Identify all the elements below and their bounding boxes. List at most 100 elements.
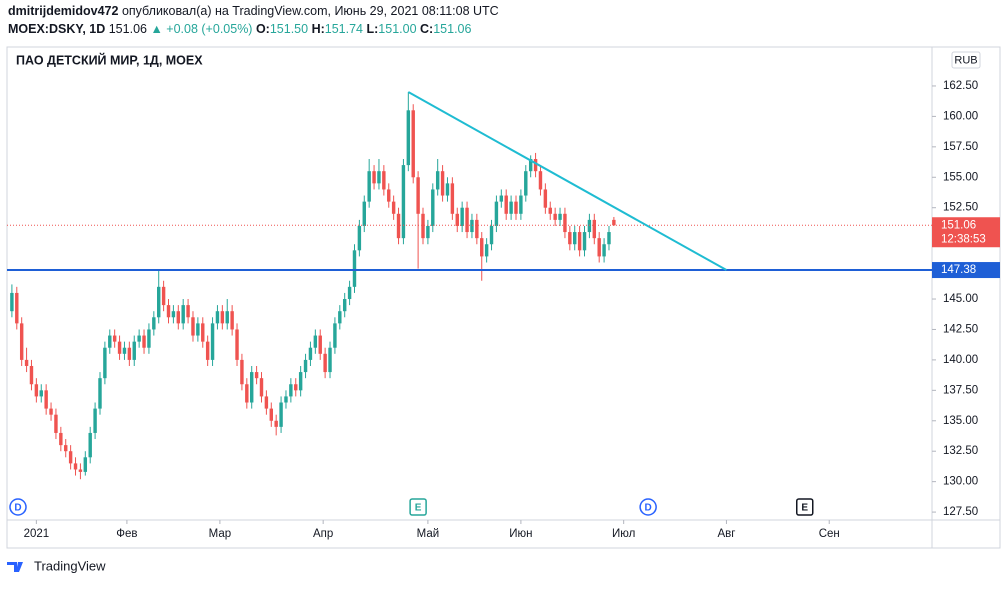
candle-body (152, 317, 156, 330)
x-tick-label: Апр (313, 528, 333, 540)
candle-body (122, 347, 127, 354)
event-label: D (645, 503, 652, 514)
candle-body (298, 372, 303, 391)
event-marker (409, 498, 427, 516)
y-tick-label: 160.00 (943, 110, 978, 122)
candle-body (563, 213, 567, 233)
candle-body (186, 305, 190, 318)
candle-body (352, 250, 357, 287)
candle-body (347, 286, 352, 300)
candle-body (44, 390, 48, 409)
event-marker (9, 498, 27, 516)
candle-body (484, 244, 489, 257)
candle-body (440, 171, 445, 196)
candle-body (196, 323, 200, 336)
currency-badge (951, 51, 981, 69)
candle-body (587, 219, 592, 233)
x-tick-label: Сен (819, 528, 840, 540)
candle-body (166, 305, 171, 318)
candle-body (382, 171, 386, 190)
y-tick-label: 127.50 (943, 506, 978, 518)
header-line-2: MOEX:DSKY, 1D 151.06 ▲ +0.08 (+0.05%) O:… (8, 22, 471, 36)
candle-body (39, 390, 43, 397)
last-price-box (932, 217, 1000, 248)
brand: TradingView (34, 558, 106, 573)
candle-body (372, 171, 376, 184)
candle-body (108, 335, 112, 348)
candle-body (284, 396, 288, 403)
candle-body (157, 286, 161, 318)
c-val: 151.06 (433, 22, 471, 36)
candle-body (112, 335, 117, 342)
candle-body (127, 347, 132, 360)
candle-body (489, 225, 494, 245)
y-tick-label: 155.00 (943, 171, 978, 183)
candle-body (377, 171, 381, 184)
candle-body (10, 292, 14, 312)
candle-body (533, 159, 538, 172)
event-label: D (14, 503, 21, 514)
candle-body (15, 292, 19, 324)
level-label: 147.38 (941, 264, 976, 276)
candle-body (54, 414, 58, 433)
candle-body (210, 323, 215, 360)
event-label: E (801, 503, 808, 514)
candle-body (558, 213, 562, 220)
candle-body (78, 469, 83, 472)
candle-body (313, 335, 318, 348)
candle-body (259, 378, 264, 397)
x-tick-label: Июл (612, 528, 635, 540)
candle-body (230, 311, 234, 330)
y-tick-label: 157.50 (943, 141, 978, 153)
candle-body (328, 347, 332, 373)
candle-body (176, 311, 181, 324)
candle-body (88, 432, 92, 458)
candle-body (147, 329, 151, 348)
candle-body (431, 189, 435, 226)
candle-body (612, 219, 616, 226)
candle-body (342, 299, 347, 312)
h-key: H: (312, 22, 325, 36)
candle-body (171, 311, 176, 318)
candle-body (607, 232, 611, 245)
candle-body (245, 384, 249, 403)
candle-body (220, 311, 225, 324)
l-key: L: (366, 22, 378, 36)
event-marker (639, 498, 657, 516)
candle-body (592, 219, 597, 239)
candle-body (49, 408, 53, 415)
candle-body (34, 384, 39, 397)
candle-body (573, 232, 577, 245)
candle-body (73, 463, 78, 470)
candle-body (240, 359, 244, 385)
y-tick-label: 135.00 (943, 415, 978, 427)
candle-body (426, 225, 430, 239)
candle-body (64, 445, 68, 452)
o-key: O: (256, 22, 270, 36)
candle-body (225, 311, 229, 324)
h-val: 151.74 (325, 22, 363, 36)
candle-body (577, 232, 582, 251)
candle-body (406, 110, 411, 166)
candle-body (416, 177, 420, 214)
candle-body (602, 244, 606, 257)
candle-body (597, 238, 601, 257)
x-tick-label: Авг (717, 528, 735, 540)
candle-body (93, 408, 97, 433)
level-box (932, 262, 1000, 279)
candle-body (215, 311, 220, 324)
candle-body (396, 213, 401, 239)
trendline (407, 91, 727, 271)
published: опубликовал(а) на TradingView.com, Июнь … (122, 4, 499, 18)
candle-body (269, 408, 273, 421)
chart-title: ПАО ДЕТСКИЙ МИР, 1Д, MOEX (16, 52, 203, 67)
candle-body (411, 110, 415, 178)
symbol: MOEX:DSKY, 1D (8, 22, 105, 36)
candle-body (509, 201, 513, 214)
candle-body (450, 183, 455, 214)
candle-body (367, 171, 371, 202)
candle-body (357, 225, 362, 251)
candle-body (132, 341, 136, 360)
